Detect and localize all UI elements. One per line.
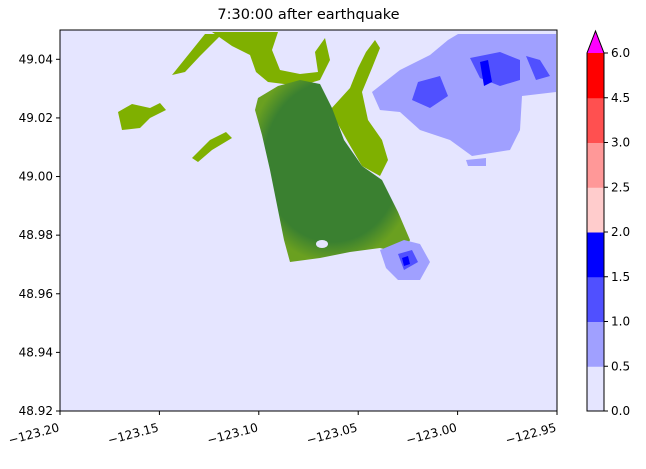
land-east-strip <box>330 40 388 176</box>
x-axis: −123.20 −123.15 −123.10 −123.05 −123.00 −122.… <box>7 411 558 447</box>
x-tick-label: −123.20 <box>7 420 61 447</box>
colorbar-segment <box>587 142 604 188</box>
y-axis: 48.92 48.94 48.96 48.98 49.00 49.02 49.04 <box>19 52 60 418</box>
flow-patch-ne-mid <box>470 52 520 86</box>
plot-frame <box>59 29 558 412</box>
x-tick-label: −123.10 <box>206 420 260 447</box>
colorbar-extend-arrow <box>587 31 604 53</box>
colorbar-tick-label: 0.5 <box>611 359 630 373</box>
flow-patch-ne-east <box>526 56 550 80</box>
colorbar: 0.0 0.5 1.0 1.5 2.0 2.5 3.0 4.5 6.0 <box>586 29 630 418</box>
land-islet-west <box>118 103 166 130</box>
x-tick-label: −123.00 <box>404 420 458 447</box>
colorbar-tick-label: 0.0 <box>611 404 630 418</box>
colorbar-segment <box>587 366 604 412</box>
land-layer <box>118 32 410 262</box>
y-tick-label: 49.00 <box>19 170 53 184</box>
colorbar-tick-label: 2.5 <box>611 180 630 194</box>
colorbar-tick-label: 1.0 <box>611 315 630 329</box>
x-tick-label: −123.15 <box>106 420 160 447</box>
flow-patch-ne-south <box>412 76 448 108</box>
x-tick-label: −123.05 <box>305 420 359 447</box>
colorbar-tick-label: 4.5 <box>611 91 630 105</box>
y-tick-label: 49.04 <box>19 52 53 66</box>
land-mass-north <box>212 32 330 86</box>
colorbar-segment <box>587 321 604 367</box>
y-tick-label: 49.02 <box>19 111 53 125</box>
colorbar-segment <box>587 187 604 233</box>
peninsula-main <box>255 80 410 262</box>
colorbar-tick-label: 3.0 <box>611 136 630 150</box>
land-spit-west <box>192 132 232 162</box>
flow-patch-se-deep <box>402 256 410 266</box>
land-strip-north <box>172 34 222 75</box>
y-tick-label: 48.94 <box>19 345 53 359</box>
y-tick-label: 48.96 <box>19 287 53 301</box>
colorbar-tick-label: 6.0 <box>611 46 630 60</box>
colorbar-segment <box>587 232 604 278</box>
colorbar-segment <box>587 53 604 99</box>
colorbar-segment <box>587 97 604 143</box>
colorbar-tick-label: 1.5 <box>611 270 630 284</box>
y-tick-label: 48.92 <box>19 404 53 418</box>
colorbar-tick-label: 2.0 <box>611 225 630 239</box>
map-panel <box>59 29 558 412</box>
colorbar-segment <box>587 276 604 322</box>
flow-patch-ne-small <box>466 158 486 166</box>
flow-speed-layer <box>372 34 556 280</box>
pond <box>316 240 328 248</box>
flow-patch-ne-core <box>480 60 492 86</box>
y-tick-label: 48.98 <box>19 228 53 242</box>
chart-title: 7:30:00 after earthquake <box>217 7 400 23</box>
x-tick-label: −122.95 <box>504 420 558 447</box>
